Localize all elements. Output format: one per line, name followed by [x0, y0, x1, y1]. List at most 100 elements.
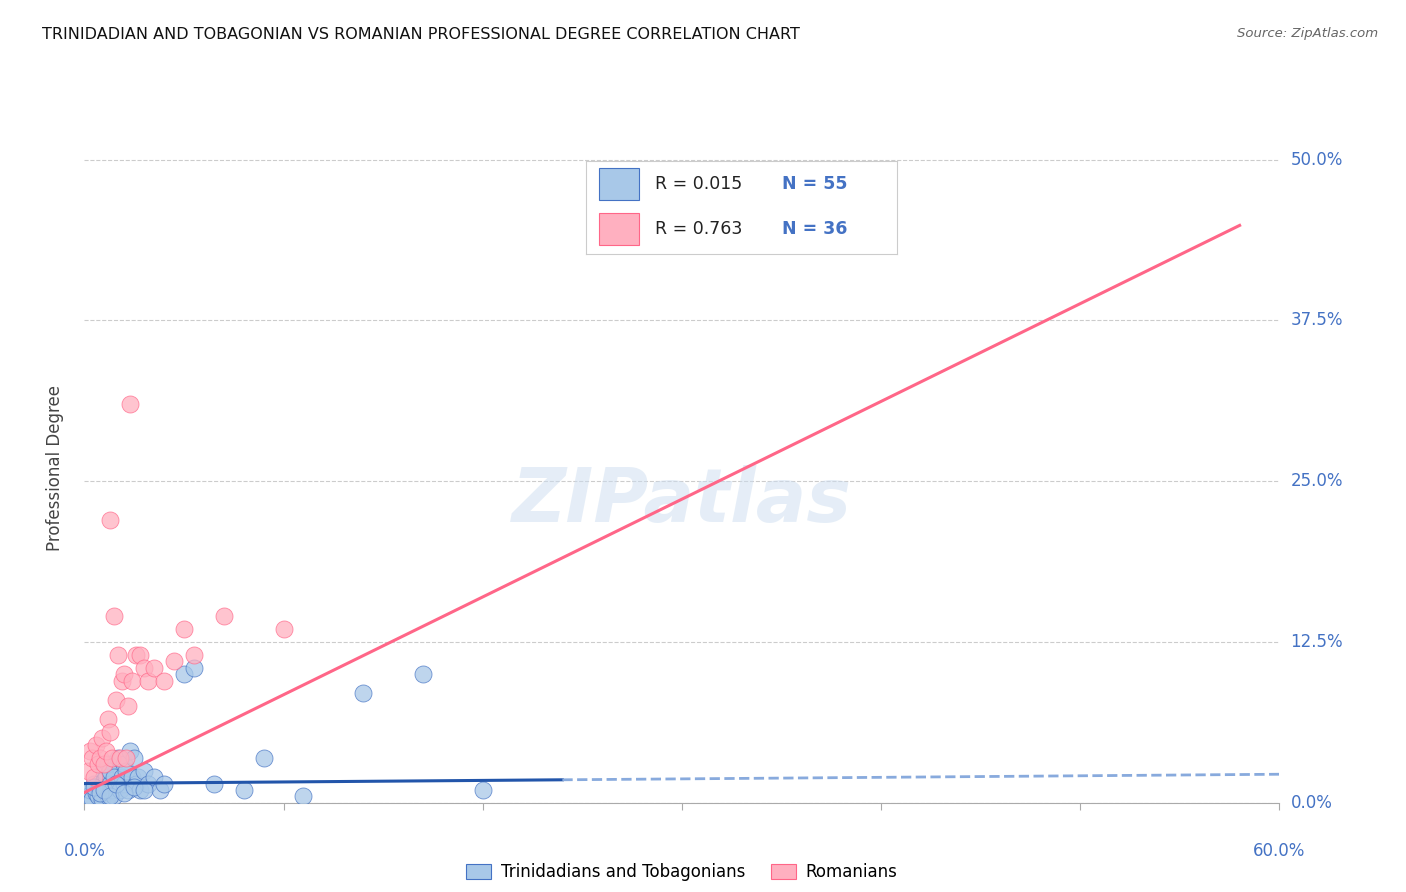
Point [97, 712, 120, 726]
Point [98, 764, 121, 778]
Point [129, 783, 152, 797]
Text: 50.0%: 50.0% [1291, 151, 1343, 169]
Point [610, 197, 633, 211]
Point [253, 751, 276, 765]
Point [87, 789, 110, 804]
Bar [599, 213, 640, 245]
Point [115, 751, 138, 765]
Bar [599, 168, 640, 200]
Point [183, 661, 205, 675]
Point [97, 757, 120, 772]
Point [112, 776, 135, 790]
Point [101, 751, 124, 765]
Point [96, 744, 118, 758]
Point [120, 744, 142, 758]
Point [82, 792, 104, 806]
Text: TRINIDADIAN AND TOBAGONIAN VS ROMANIAN PROFESSIONAL DEGREE CORRELATION CHART: TRINIDADIAN AND TOBAGONIAN VS ROMANIAN P… [42, 27, 800, 42]
Point [132, 764, 156, 778]
Point [292, 789, 315, 804]
Text: 0.0%: 0.0% [1291, 794, 1333, 812]
Point [107, 751, 129, 765]
Point [91, 731, 114, 746]
Point [93, 764, 115, 778]
Point [132, 661, 156, 675]
Point [83, 780, 105, 795]
Point [173, 667, 195, 681]
Point [352, 686, 374, 700]
Point [121, 673, 143, 688]
Point [107, 648, 129, 662]
Point [143, 770, 166, 784]
Text: 60.0%: 60.0% [1253, 842, 1306, 860]
Point [136, 673, 159, 688]
Point [132, 783, 156, 797]
Point [96, 783, 118, 797]
Text: 12.5%: 12.5% [1291, 633, 1343, 651]
Point [93, 757, 115, 772]
Point [105, 776, 128, 790]
Point [173, 622, 195, 636]
Y-axis label: Professional Degree: Professional Degree [45, 385, 63, 551]
Point [112, 757, 135, 772]
Text: R = 0.763: R = 0.763 [655, 220, 742, 238]
Point [143, 661, 166, 675]
Text: 25.0%: 25.0% [1291, 472, 1343, 491]
Point [111, 673, 134, 688]
Point [79, 783, 101, 797]
Text: 0.0%: 0.0% [63, 842, 105, 860]
Point [183, 648, 205, 662]
Legend: Trinidadians and Tobagonians, Romanians: Trinidadians and Tobagonians, Romanians [460, 857, 904, 888]
Point [125, 648, 148, 662]
Point [97, 789, 120, 804]
Text: Source: ZipAtlas.com: Source: ZipAtlas.com [1237, 27, 1378, 40]
Point [93, 772, 115, 787]
Point [103, 789, 125, 804]
Point [79, 744, 101, 758]
Point [117, 783, 139, 797]
Point [98, 513, 121, 527]
Point [98, 789, 121, 804]
Point [153, 673, 176, 688]
Point [91, 792, 114, 806]
Point [83, 776, 105, 790]
Point [471, 783, 494, 797]
Point [111, 770, 134, 784]
Point [105, 693, 128, 707]
Point [112, 667, 135, 681]
Point [110, 783, 132, 797]
Point [212, 609, 235, 624]
Point [125, 776, 148, 790]
Point [232, 783, 254, 797]
Point [121, 770, 143, 784]
Point [89, 751, 111, 765]
Point [93, 783, 115, 797]
Point [117, 699, 139, 714]
Point [96, 770, 118, 784]
Point [83, 770, 105, 784]
Point [82, 751, 104, 765]
Point [98, 776, 121, 790]
Point [103, 609, 125, 624]
Point [149, 783, 172, 797]
Point [98, 725, 121, 739]
Point [153, 776, 176, 790]
Point [84, 738, 107, 752]
Point [127, 770, 149, 784]
Point [202, 776, 225, 790]
Point [87, 757, 110, 772]
Text: N = 36: N = 36 [782, 220, 848, 238]
Point [136, 776, 159, 790]
Text: ZIPatlas: ZIPatlas [512, 466, 852, 538]
Point [120, 397, 142, 411]
Point [115, 764, 138, 778]
Point [89, 785, 111, 799]
Text: 37.5%: 37.5% [1291, 311, 1343, 329]
Text: N = 55: N = 55 [782, 175, 848, 193]
Point [110, 751, 132, 765]
Point [84, 785, 107, 799]
Point [163, 654, 186, 668]
Point [77, 764, 100, 778]
Point [105, 776, 128, 790]
Point [103, 770, 125, 784]
Point [273, 622, 295, 636]
